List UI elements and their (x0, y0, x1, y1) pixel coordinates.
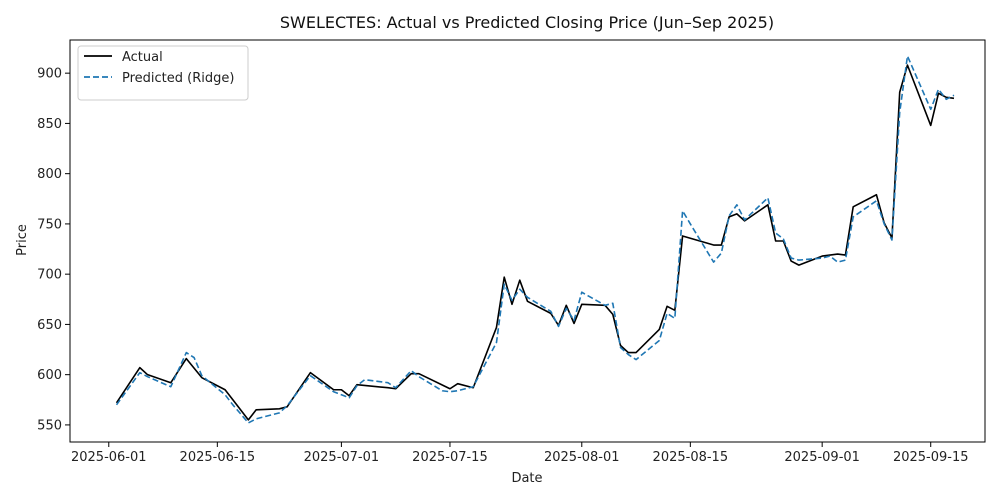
x-tick-label: 2025-06-15 (180, 450, 256, 465)
x-tick-label: 2025-08-01 (544, 450, 620, 465)
x-tick-label: 2025-09-15 (893, 450, 969, 465)
x-tick-label: 2025-07-01 (304, 450, 380, 465)
y-tick-label: 600 (37, 368, 62, 383)
x-tick-label: 2025-08-15 (653, 450, 729, 465)
y-axis-label: Price (15, 224, 30, 256)
x-tick-label: 2025-07-15 (412, 450, 488, 465)
y-tick-label: 750 (37, 217, 62, 232)
plot-series (115, 55, 955, 424)
plot-frame (69, 39, 986, 443)
legend-label-actual: Actual (122, 50, 163, 65)
legend: Actual Predicted (Ridge) (77, 45, 249, 101)
y-axis: 550 600 650 700 750 800 850 900 (37, 67, 70, 433)
series-line-actual (115, 64, 955, 421)
series-line-predicted (115, 55, 955, 424)
y-tick-label: 550 (37, 418, 62, 433)
y-tick-label: 650 (37, 318, 62, 333)
y-tick-label: 700 (37, 268, 62, 283)
legend-label-predicted: Predicted (Ridge) (122, 71, 234, 86)
x-tick-label: 2025-09-01 (784, 450, 860, 465)
x-axis-label: Date (511, 471, 542, 486)
legend-box (77, 45, 249, 101)
x-axis: 2025-06-01 2025-06-15 2025-07-01 2025-07-15… (71, 442, 969, 465)
y-tick-label: 900 (37, 67, 62, 82)
chart-title: SWELECTES: Actual vs Predicted Closing P… (280, 13, 774, 32)
x-tick-label: 2025-06-01 (71, 450, 147, 465)
y-tick-label: 850 (37, 117, 62, 132)
y-tick-label: 800 (37, 167, 62, 182)
